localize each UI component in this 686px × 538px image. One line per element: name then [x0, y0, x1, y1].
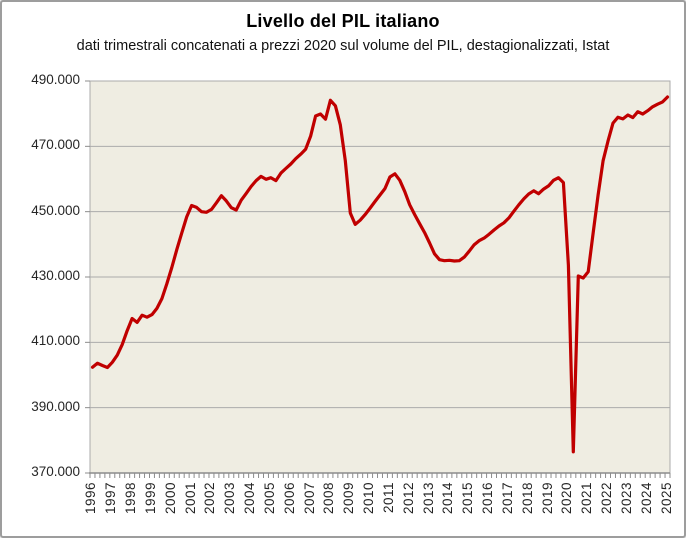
x-axis-label: 2011 — [380, 482, 396, 514]
x-axis-label: 2008 — [321, 482, 337, 515]
x-axis-label: 2018 — [519, 482, 535, 515]
x-axis-label: 2013 — [420, 482, 436, 515]
x-axis-label: 2020 — [559, 482, 575, 515]
x-axis-label: 2014 — [440, 482, 456, 515]
x-axis-label: 2005 — [261, 482, 277, 515]
x-axis-label: 2012 — [400, 482, 416, 515]
x-axis-label: 1996 — [83, 482, 99, 515]
x-axis-label: 2022 — [599, 482, 615, 515]
x-axis-label: 2001 — [182, 482, 198, 515]
y-axis-label: 390.000 — [31, 398, 80, 414]
x-axis-label: 2007 — [301, 482, 317, 515]
x-axis-label: 2004 — [242, 482, 258, 515]
x-axis-label: 2017 — [499, 482, 515, 515]
x-axis-label: 2016 — [480, 482, 496, 515]
x-axis-label: 2009 — [341, 482, 357, 515]
x-axis-label: 2023 — [618, 482, 634, 515]
gdp-line-series — [90, 95, 670, 454]
y-axis-label: 410.000 — [31, 333, 80, 349]
x-axis-label: 2000 — [162, 482, 178, 515]
chart-title: Livello del PIL italiano — [246, 11, 440, 31]
x-axis-label: 2006 — [281, 482, 297, 515]
x-axis-label: 2002 — [202, 482, 218, 515]
x-axis-label: 1999 — [142, 482, 158, 515]
y-axis-label: 430.000 — [31, 268, 80, 283]
x-axis-label: 2019 — [539, 482, 555, 515]
chart-subtitle: dati trimestrali concatenati a prezzi 20… — [76, 38, 610, 54]
x-axis-label: 2010 — [361, 482, 377, 515]
x-axis-label: 2025 — [658, 482, 674, 515]
y-axis-label: 450.000 — [31, 202, 80, 218]
y-axis-label: 370.000 — [31, 464, 80, 479]
x-axis-label: 1998 — [123, 482, 139, 515]
x-axis-label: 2015 — [460, 482, 476, 515]
x-axis-label: 2024 — [638, 482, 654, 515]
y-axis-label: 490.000 — [31, 72, 80, 87]
x-axis-label: 2021 — [579, 482, 595, 515]
x-axis-label: 2003 — [222, 482, 238, 515]
x-axis-label: 1997 — [103, 482, 119, 515]
y-axis-label: 470.000 — [31, 137, 80, 153]
